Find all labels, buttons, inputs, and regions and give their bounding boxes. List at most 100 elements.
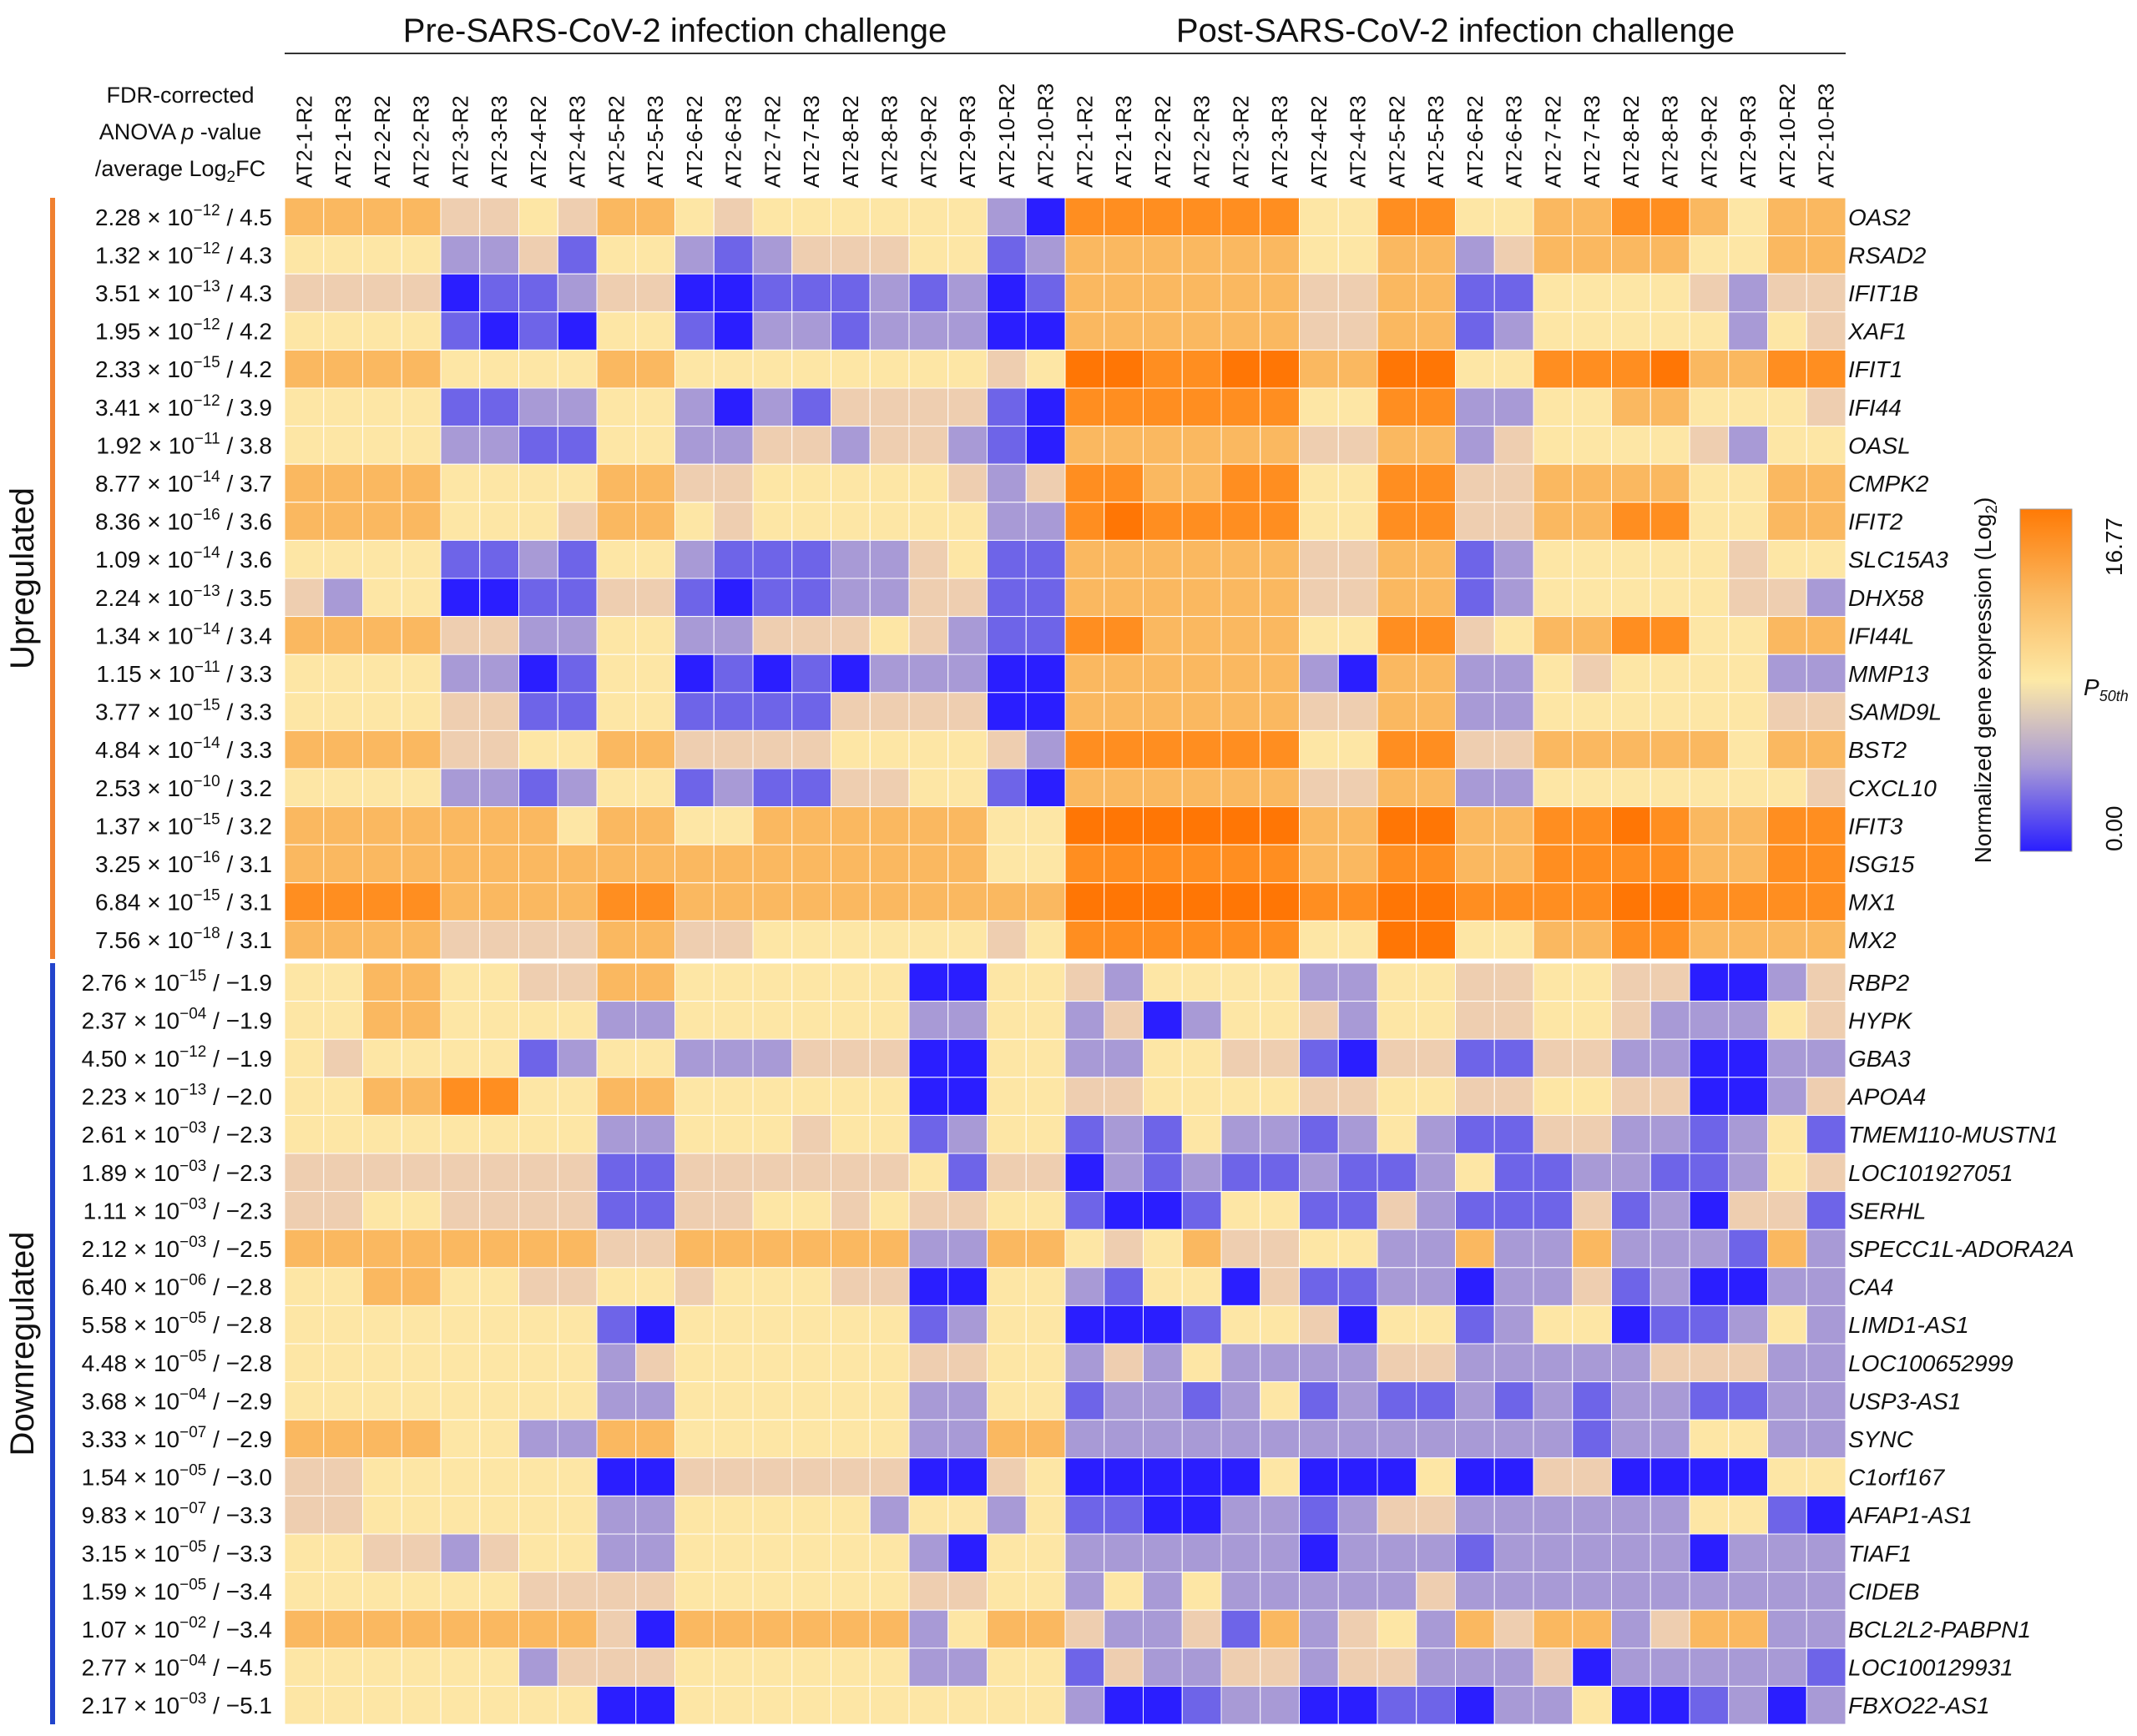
heatmap-cell-post [1181, 806, 1222, 845]
heatmap-cell-post [1220, 1609, 1261, 1649]
heatmap-cell-pre [947, 920, 988, 960]
heatmap-cell-pre [869, 1229, 910, 1269]
heatmap-cell-pre [440, 920, 481, 960]
heatmap-cell-pre [479, 1343, 519, 1383]
heatmap-cell-pre [362, 654, 402, 694]
heatmap-cell-pre [1025, 806, 1066, 845]
heatmap-cell-post [1493, 539, 1534, 579]
heatmap-cell-post [1064, 1457, 1105, 1496]
heatmap-cell-pre [1025, 1267, 1066, 1306]
heatmap-cell-pre [908, 426, 949, 465]
heatmap-cell-pre [1025, 1191, 1066, 1230]
heatmap-cell-post [1064, 616, 1105, 655]
heatmap-cell-post [1299, 692, 1339, 731]
heatmap-cell-pre [791, 539, 831, 579]
heatmap-cell-post [1533, 1572, 1574, 1611]
heatmap-cell-pre [440, 463, 481, 503]
heatmap-cell-post [1181, 844, 1222, 884]
heatmap-cell-pre [752, 768, 793, 808]
heatmap-cell-post [1689, 502, 1730, 541]
heatmap-cell-post [1533, 654, 1574, 694]
heatmap-cell-pre [869, 692, 910, 731]
heatmap-cell-post [1649, 1495, 1690, 1535]
gene-label: TMEM110-MUSTN1 [1848, 1122, 2059, 1148]
heatmap-cell-post [1260, 197, 1300, 237]
heatmap-cell-pre [752, 387, 793, 427]
heatmap-cell-post [1220, 1533, 1261, 1573]
heatmap-cell-pre [362, 1381, 402, 1421]
heatmap-cell-post [1806, 1114, 1847, 1154]
heatmap-cell-pre [987, 1533, 1027, 1573]
heatmap-cell-post [1220, 920, 1261, 960]
heatmap-cell-pre [518, 1609, 558, 1649]
heatmap-cell-post [1299, 1457, 1339, 1496]
heatmap-cell-pre [596, 197, 637, 237]
p-value-label: 9.83 × 10−07 / −3.3 [82, 1500, 272, 1528]
heatmap-cell-pre [831, 1343, 871, 1383]
heatmap-cell-pre [752, 502, 793, 541]
heatmap-cell-post [1493, 1077, 1534, 1116]
heatmap-cell-pre [518, 273, 558, 313]
heatmap-cell-post [1649, 539, 1690, 579]
heatmap-cell-post [1533, 502, 1574, 541]
p-value-label: 3.15 × 10−05 / −3.3 [82, 1538, 272, 1567]
heatmap-cell-post [1337, 1419, 1378, 1459]
heatmap-cell-pre [713, 1038, 754, 1078]
heatmap-cell-post [1689, 806, 1730, 845]
heatmap-cell-post [1649, 311, 1690, 351]
heatmap-cell-post [1377, 1343, 1417, 1383]
heatmap-cell-post [1767, 1305, 1807, 1345]
heatmap-cell-pre [596, 1381, 637, 1421]
heatmap-cell-pre [713, 1495, 754, 1535]
heatmap-cell-post [1299, 502, 1339, 541]
heatmap-cell-post [1611, 1685, 1651, 1725]
heatmap-cell-post [1299, 1533, 1339, 1573]
heatmap-cell-post [1493, 1267, 1534, 1306]
heatmap-cell-pre [791, 426, 831, 465]
heatmap-cell-post [1377, 235, 1417, 275]
heatmap-cell-pre [869, 1305, 910, 1345]
heatmap-cell-pre [869, 197, 910, 237]
heatmap-cell-pre [362, 235, 402, 275]
heatmap-cell-pre [791, 1229, 831, 1269]
heatmap-cell-post [1767, 1381, 1807, 1421]
heatmap-cell-post [1767, 1267, 1807, 1306]
heatmap-cell-post [1337, 1267, 1378, 1306]
heatmap-cell-pre [557, 311, 598, 351]
heatmap-cell-post [1416, 1001, 1456, 1040]
heatmap-cell-post [1260, 1343, 1300, 1383]
heatmap-cell-post [1455, 616, 1495, 655]
column-label: AT2-4-R2 [526, 95, 551, 188]
gene-label: CIDEB [1848, 1578, 1920, 1604]
heatmap-cell-pre [323, 1153, 363, 1193]
heatmap-cell-pre [440, 729, 481, 770]
heatmap-cell-pre [947, 1305, 988, 1345]
heatmap-cell-pre [440, 349, 481, 389]
heatmap-cell-post [1455, 1495, 1495, 1535]
heatmap-cell-pre [713, 729, 754, 770]
heatmap-cell-pre [674, 1077, 715, 1116]
heatmap-cell-post [1299, 1038, 1339, 1078]
heatmap-cell-pre [401, 616, 442, 655]
heatmap-cell-post [1220, 1343, 1261, 1383]
heatmap-cell-post [1689, 729, 1730, 770]
heatmap-cell-pre [1025, 463, 1066, 503]
heatmap-cell-post [1533, 1153, 1574, 1193]
heatmap-cell-pre [284, 1343, 325, 1383]
heatmap-cell-pre [908, 1685, 949, 1725]
heatmap-cell-pre [440, 1572, 481, 1611]
heatmap-cell-pre [869, 463, 910, 503]
heatmap-cell-post [1611, 920, 1651, 960]
heatmap-cell-pre [635, 1419, 675, 1459]
heatmap-cell-pre [752, 1077, 793, 1116]
heatmap-cell-post [1143, 1038, 1183, 1078]
heatmap-cell-pre [440, 806, 481, 845]
heatmap-cell-post [1806, 1038, 1847, 1078]
heatmap-cell-pre [323, 235, 363, 275]
heatmap-cell-pre [557, 920, 598, 960]
heatmap-cell-pre [908, 1267, 949, 1306]
heatmap-cell-pre [908, 387, 949, 427]
heatmap-cell-pre [557, 1533, 598, 1573]
heatmap-cell-post [1064, 426, 1105, 465]
heatmap-cell-post [1064, 1495, 1105, 1535]
